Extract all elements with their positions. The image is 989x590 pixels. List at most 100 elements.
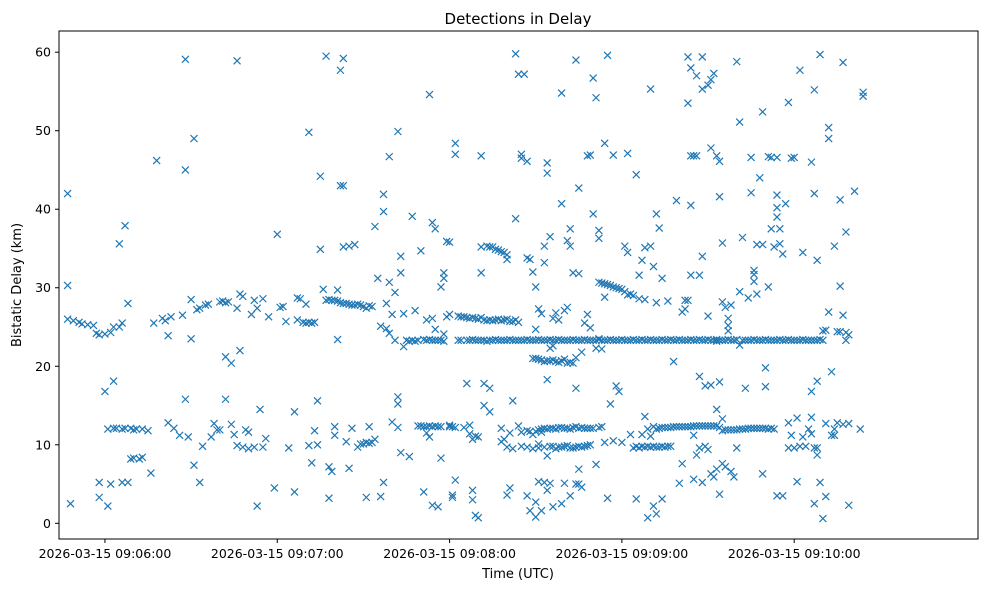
data-point: [563, 236, 572, 245]
data-point: [63, 281, 72, 290]
data-point: [227, 359, 236, 368]
data-point: [781, 336, 790, 345]
data-point: [643, 336, 652, 345]
data-point: [839, 58, 847, 67]
data-point: [126, 454, 135, 463]
data-point: [164, 331, 173, 340]
data-point: [597, 336, 606, 345]
data-point: [560, 355, 569, 364]
data-point: [477, 268, 486, 277]
data-point: [181, 55, 190, 64]
data-point: [698, 478, 707, 487]
data-point: [790, 336, 799, 345]
data-point: [796, 66, 804, 75]
data-point: [336, 181, 345, 190]
data-point: [747, 153, 756, 162]
data-point: [778, 491, 787, 500]
data-point: [146, 469, 155, 477]
data-point: [465, 421, 474, 430]
data-point: [767, 153, 776, 162]
data-point: [563, 359, 572, 368]
data-point: [841, 228, 850, 236]
data-point: [227, 420, 236, 429]
data-point: [310, 318, 319, 327]
data-point: [497, 316, 506, 325]
data-point: [543, 486, 552, 495]
data-point: [514, 336, 523, 345]
data-point: [669, 422, 678, 431]
data-point: [807, 336, 816, 345]
data-point: [821, 419, 830, 428]
data-point: [503, 336, 511, 345]
data-point: [201, 301, 210, 309]
data-point: [758, 469, 767, 478]
data-point: [488, 316, 497, 325]
x-tick-label: 2026-03-15 09:08:00: [383, 546, 516, 561]
data-point: [244, 428, 253, 437]
data-point: [692, 71, 701, 80]
data-point: [752, 424, 761, 433]
data-point: [462, 379, 471, 388]
data-point: [646, 443, 655, 452]
data-point: [270, 484, 279, 492]
data-point: [167, 312, 175, 321]
data-point: [597, 279, 606, 287]
data-point: [261, 434, 270, 443]
data-point: [758, 107, 767, 116]
data-point: [520, 70, 529, 79]
data-point: [480, 401, 488, 410]
data-point: [304, 318, 313, 327]
data-point: [652, 509, 661, 518]
data-point: [597, 422, 606, 431]
data-point: [431, 224, 440, 233]
data-point: [474, 513, 483, 522]
data-point: [342, 437, 351, 446]
data-point: [672, 196, 681, 205]
data-point: [543, 451, 552, 460]
data-point: [658, 274, 667, 283]
data-point: [735, 341, 744, 349]
data-point: [750, 266, 758, 275]
data-point: [408, 212, 417, 221]
data-point: [221, 298, 230, 307]
data-point: [109, 323, 118, 331]
data-point: [385, 278, 394, 287]
data-point: [302, 319, 310, 328]
data-point: [468, 495, 477, 504]
data-point: [549, 314, 557, 323]
data-point: [505, 317, 514, 326]
data-point: [546, 442, 555, 451]
data-point: [149, 319, 158, 328]
data-point: [313, 440, 322, 449]
data-point: [379, 190, 388, 199]
data-point: [813, 377, 822, 386]
data-point: [721, 462, 730, 471]
data-point: [807, 158, 816, 167]
data-point: [652, 298, 661, 307]
data-point: [316, 172, 325, 181]
data-point: [678, 422, 687, 431]
data-point: [833, 418, 842, 427]
data-point: [675, 479, 684, 488]
data-point: [844, 330, 853, 339]
data-point: [801, 442, 810, 451]
data-point: [517, 150, 526, 159]
data-point: [330, 431, 339, 440]
data-point: [474, 336, 483, 345]
data-point: [350, 301, 359, 309]
data-point: [813, 336, 822, 345]
data-point: [747, 424, 756, 433]
data-point: [681, 305, 689, 313]
data-point: [655, 224, 664, 233]
data-point: [712, 405, 721, 414]
data-point: [181, 166, 190, 174]
data-point: [827, 367, 836, 376]
data-point: [612, 381, 621, 390]
data-point: [304, 441, 313, 450]
data-point: [422, 422, 431, 431]
data-point: [850, 187, 859, 196]
data-point: [580, 319, 589, 328]
data-point: [523, 443, 532, 452]
data-point: [368, 302, 376, 311]
data-point: [537, 425, 546, 434]
